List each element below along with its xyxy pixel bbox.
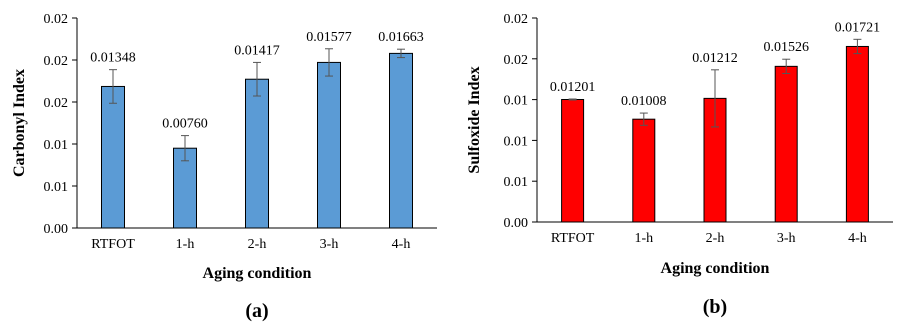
x-ticks-a: RTFOT 1-h 2-h 3-h 4-h [91,237,410,252]
y-tick-label-a: 0.00 [44,222,69,237]
bars-a [101,52,413,229]
error-bars-a [109,48,405,162]
x-tick-label-b: 1-h [634,231,653,246]
y-tick-label-a: 0.01 [44,180,69,195]
bar-a [389,52,413,229]
data-label-b: 0.01526 [763,40,809,55]
error-bar-a [253,61,261,97]
bar-a [101,85,125,229]
data-label-a: 0.01417 [234,43,280,58]
x-tick-label-b: RTFOT [551,231,595,246]
panel-label-a: (a) [245,300,268,322]
x-axis-title-a: Aging condition [203,265,312,282]
data-label-a: 0.01663 [378,30,424,45]
data-label-b: 0.01008 [621,94,667,109]
error-bar-a [397,48,405,59]
chart-b-sulfoxide-index: 0.000.010.010.010.020.02 0.012010.010080… [466,12,893,318]
data-label-b: 0.01201 [550,80,596,95]
panel-label-b: (b) [703,296,727,318]
y-tick-label-b: 0.02 [504,53,529,68]
x-tick-label-a: 4-h [392,237,411,252]
bars-b [561,45,869,223]
error-bar-a [109,69,117,104]
error-bar-b [782,58,791,74]
error-bar-a [181,135,189,162]
y-axis-title-b: Sulfoxide Index [466,66,483,173]
y-tick-label-b: 0.02 [504,12,529,27]
y-tick-label-b: 0.01 [504,134,529,149]
data-label-a: 0.00760 [162,117,208,132]
y-tick-label-b: 0.01 [504,175,529,190]
x-tick-label-a: 1-h [176,237,195,252]
error-bars-b [568,38,862,128]
x-tick-label-a: RTFOT [91,237,135,252]
x-tick-label-a: 3-h [320,237,339,252]
x-axis-title-b: Aging condition [661,260,770,277]
error-bar-a [325,48,333,77]
bar-a [245,78,269,229]
data-label-b: 0.01721 [835,20,881,35]
x-tick-label-a: 2-h [248,237,267,252]
error-bar-b [711,69,719,128]
data-labels-a: 0.01348 0.00760 0.01417 0.01577 0.01663 [90,30,424,132]
bar-b [845,45,869,223]
y-tick-label-b: 0.01 [504,94,529,109]
y-axis-title-a: Carbonyl Index [11,69,28,177]
x-tick-label-b: 3-h [777,231,796,246]
bar-b [561,98,585,223]
x-ticks-b: RTFOT 1-h 2-h 3-h 4-h [551,231,867,246]
bar-b [774,65,798,223]
data-label-a: 0.01348 [90,51,136,66]
data-label-b: 0.01212 [692,51,738,66]
data-label-a: 0.01577 [306,30,352,45]
chart-a-carbonyl-index: 0.000.010.010.020.020.02 0.013480.007600… [11,12,437,322]
y-tick-label-a: 0.02 [44,12,69,27]
x-tick-label-b: 2-h [706,231,725,246]
y-ticks-a: 0.00 0.01 0.01 0.02 0.02 0.02 [44,12,77,237]
error-bar-b [568,98,577,101]
y-tick-label-a: 0.01 [44,138,69,153]
bar-b [632,118,656,223]
y-ticks-b: 0.00 0.01 0.01 0.01 0.02 0.02 [504,12,537,231]
y-tick-label-b: 0.00 [504,216,529,231]
x-tick-label-b: 4-h [848,231,867,246]
error-bar-b [853,38,862,55]
bar-a [317,61,341,229]
data-labels-b: 0.01201 0.01008 0.01212 0.01526 0.01721 [550,20,880,109]
y-tick-label-a: 0.02 [44,54,69,69]
y-tick-label-a: 0.02 [44,96,69,111]
error-bar-b [639,112,648,126]
